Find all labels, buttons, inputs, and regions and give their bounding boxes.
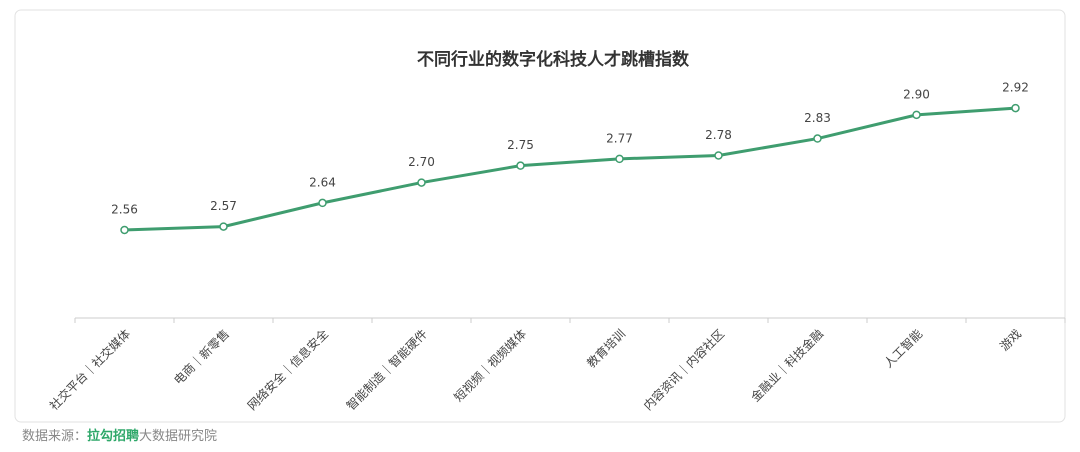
data-label: 2.92 <box>1002 81 1029 95</box>
point <box>714 151 723 160</box>
data-label: 2.90 <box>903 87 930 101</box>
data-label: 2.57 <box>210 199 237 213</box>
data-label: 2.64 <box>309 175 336 189</box>
source-brand: 拉勾招聘 <box>87 428 139 444</box>
data-label: 2.70 <box>408 155 435 169</box>
chart-frame <box>14 9 1066 423</box>
point <box>1011 103 1020 113</box>
point <box>615 154 624 164</box>
source: 数据来源：拉勾招聘大数据研究院 <box>22 428 217 444</box>
point <box>516 161 525 170</box>
data-label: 2.75 <box>507 138 534 152</box>
data-label: 2.78 <box>705 128 732 142</box>
line <box>124 106 1016 232</box>
source-suffix: 大数据研究院 <box>139 429 217 444</box>
point <box>417 178 426 187</box>
data-label: 2.56 <box>111 202 138 216</box>
point <box>912 110 921 120</box>
chart-title: 不同行业的数字化科技人才跳槽指数 <box>417 49 690 70</box>
point <box>813 134 822 143</box>
data-label: 2.77 <box>606 131 633 145</box>
point <box>219 222 228 231</box>
point <box>120 225 129 235</box>
point <box>318 198 327 208</box>
data-label: 2.83 <box>804 111 831 125</box>
source-prefix: 数据来源： <box>22 429 87 444</box>
